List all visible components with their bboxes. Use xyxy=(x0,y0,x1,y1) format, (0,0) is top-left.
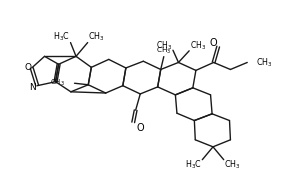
Text: CH$_3$: CH$_3$ xyxy=(156,46,172,56)
Text: CH$_3$: CH$_3$ xyxy=(257,56,273,69)
Text: CH$_3$: CH$_3$ xyxy=(156,39,172,52)
Text: N: N xyxy=(29,83,36,92)
Text: H$_3$C: H$_3$C xyxy=(185,159,201,171)
Text: CH$_3$: CH$_3$ xyxy=(88,31,104,43)
Text: O: O xyxy=(210,38,217,48)
Text: H$_3$C: H$_3$C xyxy=(53,31,70,43)
Text: O: O xyxy=(136,123,144,133)
Text: O: O xyxy=(24,63,31,72)
Text: CH$_3$: CH$_3$ xyxy=(50,78,65,88)
Text: CH$_3$: CH$_3$ xyxy=(190,40,206,53)
Text: CH$_3$: CH$_3$ xyxy=(224,159,241,171)
